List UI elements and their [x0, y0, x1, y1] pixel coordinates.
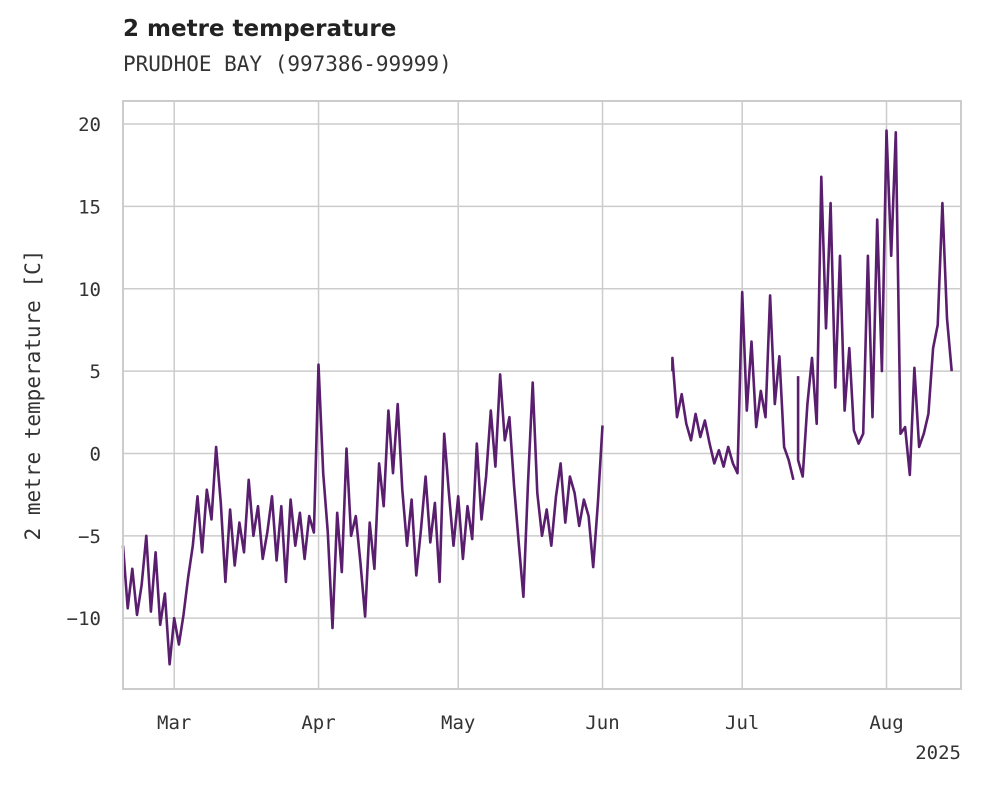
x-tick-label: Apr	[301, 712, 335, 734]
y-tick-label: 20	[78, 114, 101, 136]
y-tick-label: 5	[90, 361, 101, 383]
y-tick-label: 10	[78, 279, 101, 301]
series-layer	[121, 129, 953, 666]
plot-frame	[122, 100, 962, 690]
x-tick-label: May	[441, 712, 475, 734]
temperature-line-segment	[796, 129, 953, 478]
y-tick-label: −10	[67, 608, 101, 630]
y-axis-label: 2 metre temperature [C]	[21, 250, 45, 541]
x-tick-label: Jun	[585, 712, 619, 734]
y-tick-label: 15	[78, 196, 101, 218]
x-tick-label: Mar	[157, 712, 191, 734]
x-axis: Mar Apr May Jun Jul Aug	[157, 712, 904, 734]
y-tick-label: −5	[78, 526, 101, 548]
y-axis: 20 15 10 5 0 −5 −10	[67, 114, 101, 630]
temperature-line-segment	[671, 290, 795, 481]
x-tick-label: Aug	[869, 712, 903, 734]
chart-title: 2 metre temperature	[123, 16, 397, 42]
x-gridlines	[173, 101, 888, 689]
chart-subtitle: PRUDHOE BAY (997386-99999)	[123, 52, 452, 76]
temperature-line-segment	[121, 363, 604, 666]
x-tick-label: Jul	[725, 712, 759, 734]
x-axis-year-label: 2025	[915, 742, 961, 764]
y-tick-label: 0	[90, 443, 101, 465]
